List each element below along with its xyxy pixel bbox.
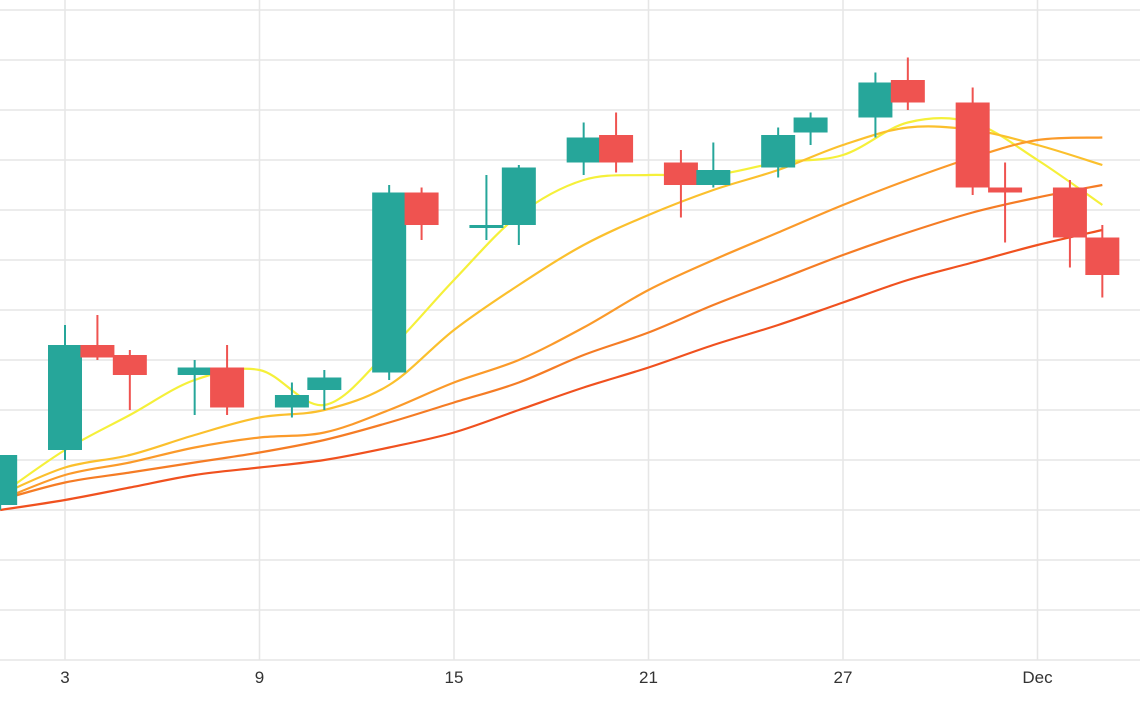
candle-body bbox=[177, 367, 212, 375]
candle bbox=[1085, 225, 1120, 298]
candle bbox=[501, 165, 536, 245]
candle bbox=[696, 142, 731, 188]
candle-body bbox=[469, 225, 504, 228]
candle-body bbox=[112, 355, 147, 375]
candle bbox=[48, 325, 82, 460]
candle-body bbox=[0, 455, 18, 505]
candle bbox=[0, 455, 18, 510]
candle bbox=[404, 187, 439, 240]
candle-body bbox=[80, 345, 115, 358]
x-tick-label: 15 bbox=[445, 668, 464, 687]
candles bbox=[0, 57, 1120, 510]
candle bbox=[307, 370, 342, 410]
candle-body bbox=[761, 135, 796, 168]
candle-body bbox=[404, 192, 439, 225]
candle bbox=[274, 382, 309, 418]
candle-body bbox=[599, 135, 634, 163]
candle bbox=[761, 127, 796, 178]
candle-body bbox=[307, 377, 342, 390]
candle bbox=[663, 150, 698, 218]
candle bbox=[858, 72, 893, 138]
candle bbox=[566, 122, 601, 175]
candle bbox=[988, 162, 1023, 243]
candle-body bbox=[793, 117, 828, 133]
candle bbox=[469, 175, 504, 240]
candle-body bbox=[1085, 237, 1120, 275]
candle-body bbox=[858, 82, 893, 118]
moving-average-lines bbox=[0, 117, 1103, 512]
x-axis-ticks: 3 9 15 21 27 Dec bbox=[60, 668, 1053, 687]
candle-body bbox=[696, 170, 731, 185]
candle bbox=[955, 87, 990, 195]
x-tick-label: 27 bbox=[834, 668, 853, 687]
candle-body bbox=[955, 102, 990, 188]
x-tick-label: 9 bbox=[255, 668, 264, 687]
candle bbox=[177, 360, 212, 415]
candle-body bbox=[988, 187, 1023, 193]
candle-body bbox=[501, 167, 536, 225]
candle bbox=[599, 112, 634, 173]
candle bbox=[1052, 180, 1087, 268]
candle-body bbox=[890, 80, 925, 103]
candle bbox=[80, 315, 115, 360]
moving-average-line-2 bbox=[0, 125, 1103, 497]
candle-body bbox=[566, 137, 601, 163]
candle-body bbox=[48, 345, 82, 450]
candle bbox=[372, 185, 407, 380]
x-tick-label: 3 bbox=[60, 668, 69, 687]
candle bbox=[890, 57, 925, 110]
gridlines bbox=[0, 0, 1140, 661]
candle bbox=[793, 112, 828, 145]
candle-body bbox=[210, 367, 245, 408]
candle-body bbox=[372, 192, 407, 373]
candle-body bbox=[663, 162, 698, 185]
candle-body bbox=[274, 395, 309, 408]
x-tick-label: Dec bbox=[1022, 668, 1053, 687]
moving-average-line-3 bbox=[0, 136, 1103, 502]
candle-body bbox=[1052, 187, 1087, 238]
moving-average-line-4 bbox=[0, 183, 1103, 502]
moving-average-line-1 bbox=[0, 117, 1103, 496]
x-tick-label: 21 bbox=[639, 668, 658, 687]
candle bbox=[112, 350, 147, 410]
candle bbox=[210, 345, 245, 415]
moving-average-line-5 bbox=[0, 228, 1103, 512]
